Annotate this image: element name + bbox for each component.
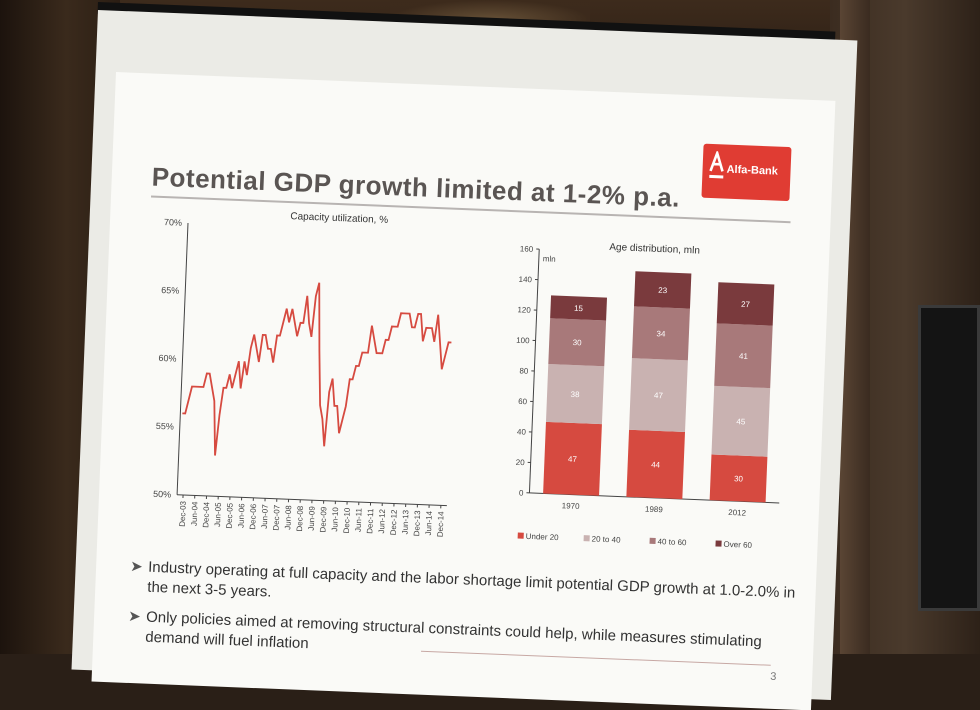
data-label: 41	[739, 352, 749, 361]
x-tick-label: Dec-05	[225, 502, 235, 529]
x-tick-label: Jun-06	[236, 503, 246, 528]
y-tick-label: 65%	[161, 285, 179, 296]
x-tick-label: Jun-07	[260, 504, 270, 529]
age-distribution-chart: mln 0 20 40 60 80 100 120 140 160 47 38 30 15 1970 44 47…	[487, 238, 799, 560]
data-label: 34	[656, 329, 666, 338]
y-tick-label: 0	[519, 489, 524, 498]
bullet-1-text: Industry operating at full capacity and …	[147, 559, 796, 602]
legend-label: 20 to 40	[591, 534, 621, 544]
x-tick-label: Dec-10	[342, 507, 352, 534]
x-tick-label: Jun-10	[330, 506, 340, 531]
category-label: 2012	[728, 508, 747, 518]
x-tick-label: Dec-04	[201, 501, 211, 528]
legend-swatch	[518, 532, 524, 538]
y-tick-label: 55%	[156, 421, 174, 432]
x-tick-label: Jun-04	[190, 501, 200, 526]
data-label: 30	[734, 474, 744, 483]
legend-swatch	[649, 538, 655, 544]
y-tick-label: 20	[516, 458, 526, 467]
arrow-icon: ➤	[128, 607, 141, 627]
x-tick-label: Jun-12	[377, 508, 387, 533]
x-tick-label: Dec-14	[436, 511, 446, 538]
y-tick-label: 160	[520, 244, 534, 254]
alfa-a-icon	[708, 151, 725, 182]
y-tick-label: 70%	[164, 217, 182, 228]
data-label: 30	[573, 338, 583, 347]
y-tick-label: 50%	[153, 489, 171, 500]
x-tick-label: Dec-07	[272, 504, 282, 531]
legend-label: 40 to 60	[657, 537, 687, 547]
arrow-icon: ➤	[130, 557, 143, 577]
data-label: 38	[570, 390, 580, 399]
brand-logo: Alfa-Bank	[701, 144, 791, 201]
data-label: 15	[574, 304, 584, 313]
x-tick-label: Dec-03	[178, 500, 188, 527]
legend-label: Over 60	[723, 540, 752, 550]
data-label: 45	[736, 417, 746, 426]
y-tick-label: 60%	[158, 353, 176, 364]
x-tick-label: Dec-08	[295, 505, 305, 532]
legend-label: Under 20	[526, 532, 560, 542]
x-tick-label: Dec-11	[365, 508, 375, 534]
legend-swatch	[715, 540, 721, 546]
data-label: 44	[651, 460, 661, 469]
data-label: 47	[568, 455, 578, 464]
data-label: 27	[741, 300, 751, 309]
x-tick-label: Jun-05	[213, 502, 223, 527]
x-tick-label: Jun-11	[354, 507, 364, 532]
x-tick-label: Dec-06	[248, 503, 258, 530]
x-tick-label: Jun-14	[424, 510, 434, 535]
y-tick-label: 60	[518, 397, 528, 406]
data-label: 23	[658, 286, 668, 295]
x-tick-label: Jun-09	[307, 506, 317, 531]
category-label: 1970	[562, 501, 581, 511]
category-label: 1989	[645, 505, 664, 515]
x-tick-label: Dec-13	[412, 510, 422, 537]
capacity-utilization-line	[181, 277, 454, 464]
y-tick-label: 100	[516, 336, 530, 346]
page-number: 3	[770, 671, 777, 683]
y-unit-label: mln	[543, 254, 556, 264]
y-tick-label: 80	[519, 366, 529, 375]
logo-text: Alfa-Bank	[726, 164, 778, 178]
y-axis	[177, 223, 188, 495]
x-tick-label: Jun-13	[400, 509, 410, 534]
dark-wall-panel	[918, 305, 980, 611]
y-tick-label: 140	[518, 275, 532, 285]
presentation-slide: Alfa-Bank Potential GDP growth limited a…	[92, 72, 836, 710]
y-tick-label: 40	[517, 427, 527, 436]
data-label: 47	[654, 391, 664, 400]
x-tick-label: Jun-08	[283, 505, 293, 530]
y-tick-label: 120	[517, 305, 531, 315]
x-tick-label: Dec-09	[318, 506, 328, 533]
legend-swatch	[584, 535, 590, 541]
x-tick-label: Dec-12	[389, 509, 399, 536]
